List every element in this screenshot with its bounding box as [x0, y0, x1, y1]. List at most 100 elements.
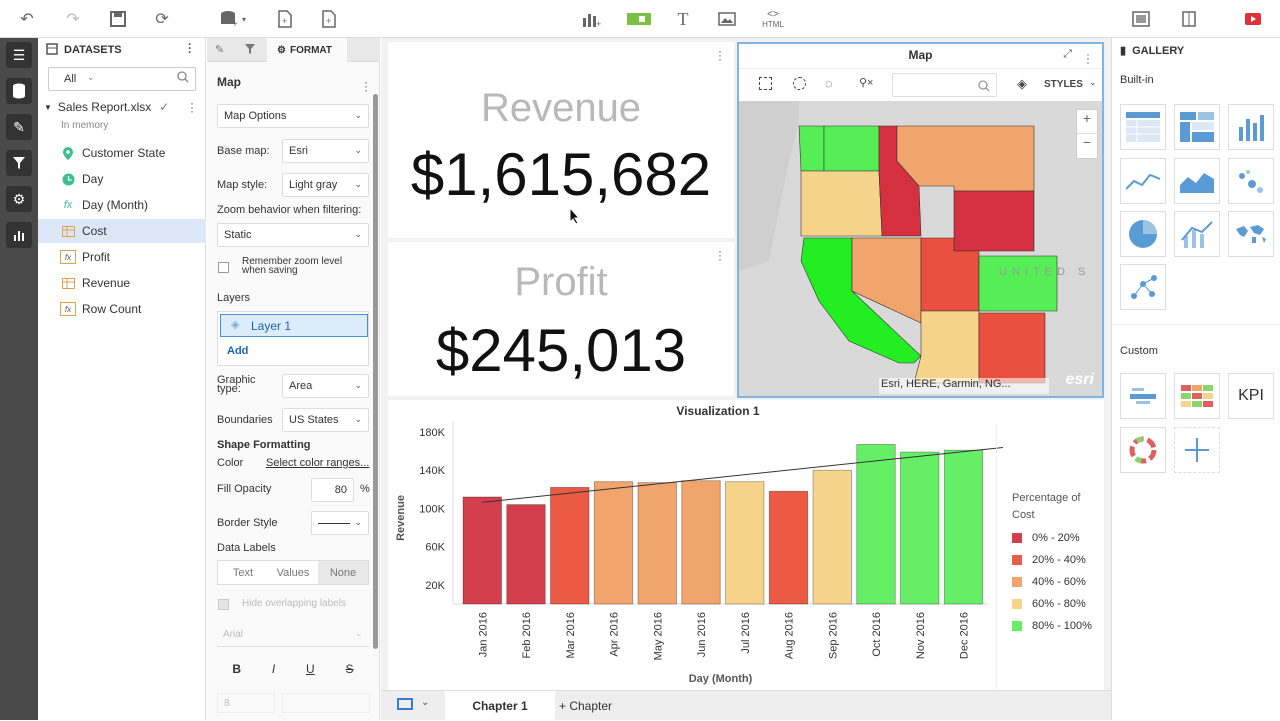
- html-insert-icon[interactable]: <> HTML: [762, 9, 784, 29]
- map-styles-button[interactable]: STYLES: [1044, 79, 1083, 90]
- add-layer-link[interactable]: Add: [227, 345, 249, 357]
- state-oregon[interactable]: [800, 170, 883, 237]
- scatter-viz-icon[interactable]: [1228, 158, 1274, 204]
- donut-viz-icon[interactable]: [1120, 427, 1166, 473]
- network-viz-icon[interactable]: [1120, 264, 1166, 310]
- legend-item[interactable]: 40% - 60%: [1012, 576, 1086, 588]
- rect-select-icon[interactable]: [759, 77, 772, 90]
- legend-item[interactable]: 80% - 100%: [1012, 620, 1092, 632]
- state-washington-east[interactable]: [823, 125, 880, 172]
- settings-rail-icon[interactable]: ⚙: [6, 186, 32, 212]
- layer-1-item[interactable]: ◈ Layer 1: [220, 314, 368, 337]
- state-colorado[interactable]: [978, 255, 1058, 312]
- chevron-down-icon[interactable]: ⌄: [421, 697, 430, 708]
- crosstab-viz-icon[interactable]: [1174, 104, 1220, 150]
- add-data-icon[interactable]: + ▾: [215, 8, 255, 30]
- font-color-select[interactable]: [282, 693, 370, 713]
- chart-insert-icon[interactable]: +: [581, 8, 603, 30]
- map-search-input[interactable]: [892, 73, 997, 97]
- field-cost[interactable]: Cost: [38, 219, 206, 243]
- map-view[interactable]: UNITED S + − Esri, HERE, Garmin, NG... e…: [739, 101, 1102, 396]
- undo-icon[interactable]: ↶: [20, 11, 34, 28]
- state-arizona[interactable]: [913, 310, 980, 384]
- data-labels-text-option[interactable]: Text: [232, 567, 254, 579]
- world-map-viz-icon[interactable]: [1228, 211, 1274, 257]
- font-size-select[interactable]: 8: [217, 693, 275, 713]
- layers-icon[interactable]: ◈: [1017, 76, 1027, 91]
- redo-icon[interactable]: ↷: [66, 11, 80, 28]
- state-washington[interactable]: [798, 125, 825, 172]
- word-cloud-viz-icon[interactable]: [1120, 373, 1166, 419]
- datasets-menu-icon[interactable]: · · ·: [188, 37, 192, 59]
- canvas-layout-button[interactable]: [397, 698, 413, 710]
- text-insert-icon[interactable]: T: [677, 8, 689, 29]
- italic-button[interactable]: I: [271, 662, 276, 676]
- line-viz-icon[interactable]: [1120, 158, 1166, 204]
- caret-down-icon[interactable]: ▼: [44, 102, 52, 112]
- table-viz-icon[interactable]: [1120, 104, 1166, 150]
- bold-button[interactable]: B: [232, 662, 242, 676]
- map-menu-icon[interactable]: · · ·: [1086, 47, 1090, 69]
- map-style-select[interactable]: Light gray ⌄: [282, 173, 369, 197]
- field-customer-state[interactable]: Customer State: [38, 141, 206, 165]
- revenue-kpi-card[interactable]: · · · Revenue $1,615,682: [388, 42, 734, 238]
- font-select[interactable]: Arial ⌄: [217, 625, 369, 647]
- combo-viz-icon[interactable]: [1174, 211, 1220, 257]
- filter-tab-icon[interactable]: [245, 42, 255, 60]
- visualization-card[interactable]: Visualization 1 20K 60K 100K 140K 180K Jan 20…: [388, 400, 1104, 690]
- canvas-icon[interactable]: [1178, 8, 1200, 30]
- data-labels-none-option[interactable]: None: [318, 561, 368, 584]
- legend-item[interactable]: 20% - 40%: [1012, 554, 1086, 566]
- graphic-type-select[interactable]: Area ⌄: [282, 374, 369, 398]
- new-sheet-icon[interactable]: +: [274, 8, 296, 30]
- fill-opacity-input[interactable]: 80: [311, 478, 354, 502]
- tab-format[interactable]: ⚙ FORMAT: [267, 38, 347, 62]
- border-style-select[interactable]: ⌄: [311, 511, 369, 535]
- select-color-ranges-link[interactable]: Select color ranges...: [266, 457, 370, 469]
- strikethrough-button[interactable]: S: [345, 662, 354, 676]
- new-page-icon[interactable]: +: [318, 8, 340, 30]
- dataset-filter[interactable]: All ⌄: [48, 67, 196, 91]
- state-new-mexico[interactable]: [978, 312, 1046, 384]
- profit-menu-icon[interactable]: · · ·: [718, 244, 722, 266]
- pie-viz-icon[interactable]: [1120, 211, 1166, 257]
- zoom-in-button[interactable]: +: [1077, 110, 1097, 134]
- picture-insert-icon[interactable]: [716, 8, 738, 30]
- zoom-out-button[interactable]: −: [1082, 134, 1092, 150]
- revenue-menu-icon[interactable]: · · ·: [718, 44, 722, 66]
- field-row-count[interactable]: fx Row Count: [38, 297, 206, 321]
- zoom-behavior-select[interactable]: Static ⌄: [217, 223, 369, 247]
- bar-viz-icon[interactable]: [1228, 104, 1274, 150]
- pencil-tab-icon[interactable]: ✎: [215, 44, 225, 56]
- database-rail-icon[interactable]: [6, 78, 32, 104]
- profit-kpi-card[interactable]: · · · Profit $245,013: [388, 242, 734, 396]
- map-card[interactable]: Map ⤢ · · · ◌ ⚲× ◈ STYLES ⌄: [737, 42, 1104, 398]
- lasso-select-icon[interactable]: ◌: [825, 76, 833, 91]
- kpi-viz-icon[interactable]: KPI: [1228, 373, 1274, 419]
- format-menu-icon[interactable]: · · ·: [364, 75, 368, 97]
- expand-icon[interactable]: ⤢: [1063, 48, 1072, 60]
- legend-item[interactable]: 0% - 20%: [1012, 532, 1080, 544]
- underline-button[interactable]: U: [306, 662, 315, 676]
- state-montana[interactable]: [896, 125, 1035, 192]
- add-chapter-button[interactable]: + Chapter: [559, 699, 613, 713]
- chapter-1-tab[interactable]: Chapter 1: [445, 691, 555, 721]
- state-wyoming[interactable]: [953, 190, 1035, 252]
- datasets-rail-icon[interactable]: ☰: [6, 42, 32, 68]
- heatmap-viz-icon[interactable]: [1174, 373, 1220, 419]
- boundaries-select[interactable]: US States ⌄: [282, 408, 369, 432]
- image-insert-icon[interactable]: [626, 8, 652, 30]
- edit-rail-icon[interactable]: ✎: [6, 114, 32, 140]
- dataset-source[interactable]: ▼ Sales Report.xlsx ✓ · · ·: [38, 95, 206, 119]
- hide-overlapping-checkbox[interactable]: [218, 599, 229, 610]
- search-icon[interactable]: [177, 71, 189, 86]
- field-profit[interactable]: fx Profit: [38, 245, 206, 269]
- field-revenue[interactable]: Revenue: [38, 271, 206, 295]
- filter-rail-icon[interactable]: [6, 150, 32, 176]
- remember-zoom-checkbox[interactable]: [218, 262, 229, 273]
- data-labels-values-option[interactable]: Values: [276, 567, 310, 579]
- base-map-select[interactable]: Esri ⌄: [282, 139, 369, 163]
- refresh-icon[interactable]: ⟳: [155, 11, 169, 28]
- chart-rail-icon[interactable]: [6, 222, 32, 248]
- dataset-menu-icon[interactable]: · · ·: [190, 96, 194, 118]
